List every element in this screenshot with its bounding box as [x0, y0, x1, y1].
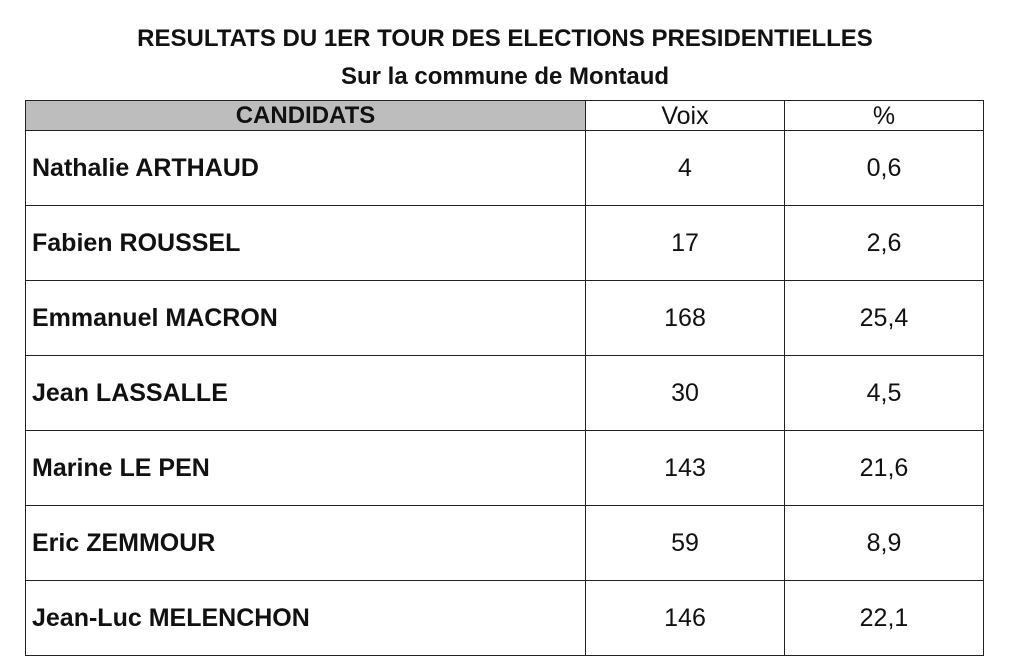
table-row: Emmanuel MACRON 168 25,4 [25, 280, 984, 356]
table-row: Nathalie ARTHAUD 4 0,6 [25, 130, 984, 206]
candidate-voix: 59 [585, 505, 785, 581]
candidate-name: Jean LASSALLE [25, 355, 586, 431]
candidate-voix: 30 [585, 355, 785, 431]
candidate-voix: 4 [585, 130, 785, 206]
table-row: Fabien ROUSSEL 17 2,6 [25, 205, 984, 281]
table-row: Jean-Luc MELENCHON 146 22,1 [25, 580, 984, 656]
candidate-voix: 143 [585, 430, 785, 506]
page-title: RESULTATS DU 1ER TOUR DES ELECTIONS PRES… [137, 25, 873, 52]
candidate-pct: 21,6 [784, 430, 984, 506]
candidate-pct: 25,4 [784, 280, 984, 356]
candidate-pct: 22,1 [784, 580, 984, 656]
candidate-voix: 168 [585, 280, 785, 356]
candidate-pct: 2,6 [784, 205, 984, 281]
page-subtitle: Sur la commune de Montaud [340, 63, 670, 90]
candidate-name: Eric ZEMMOUR [25, 505, 586, 581]
table-header-row: CANDIDATS Voix % [25, 100, 984, 131]
candidate-voix: 146 [585, 580, 785, 656]
header-voix: Voix [585, 100, 785, 131]
candidate-pct: 4,5 [784, 355, 984, 431]
candidate-name: Fabien ROUSSEL [25, 205, 586, 281]
header-candidats: CANDIDATS [25, 100, 586, 131]
candidate-name: Jean-Luc MELENCHON [25, 580, 586, 656]
candidate-name: Marine LE PEN [25, 430, 586, 506]
table-row: Jean LASSALLE 30 4,5 [25, 355, 984, 431]
header-pct: % [784, 100, 984, 131]
table-row: Marine LE PEN 143 21,6 [25, 430, 984, 506]
results-table: CANDIDATS Voix % Nathalie ARTHAUD 4 0,6 … [25, 100, 984, 656]
candidate-pct: 0,6 [784, 130, 984, 206]
candidate-name: Emmanuel MACRON [25, 280, 586, 356]
candidate-voix: 17 [585, 205, 785, 281]
candidate-name: Nathalie ARTHAUD [25, 130, 586, 206]
table-row: Eric ZEMMOUR 59 8,9 [25, 505, 984, 581]
candidate-pct: 8,9 [784, 505, 984, 581]
